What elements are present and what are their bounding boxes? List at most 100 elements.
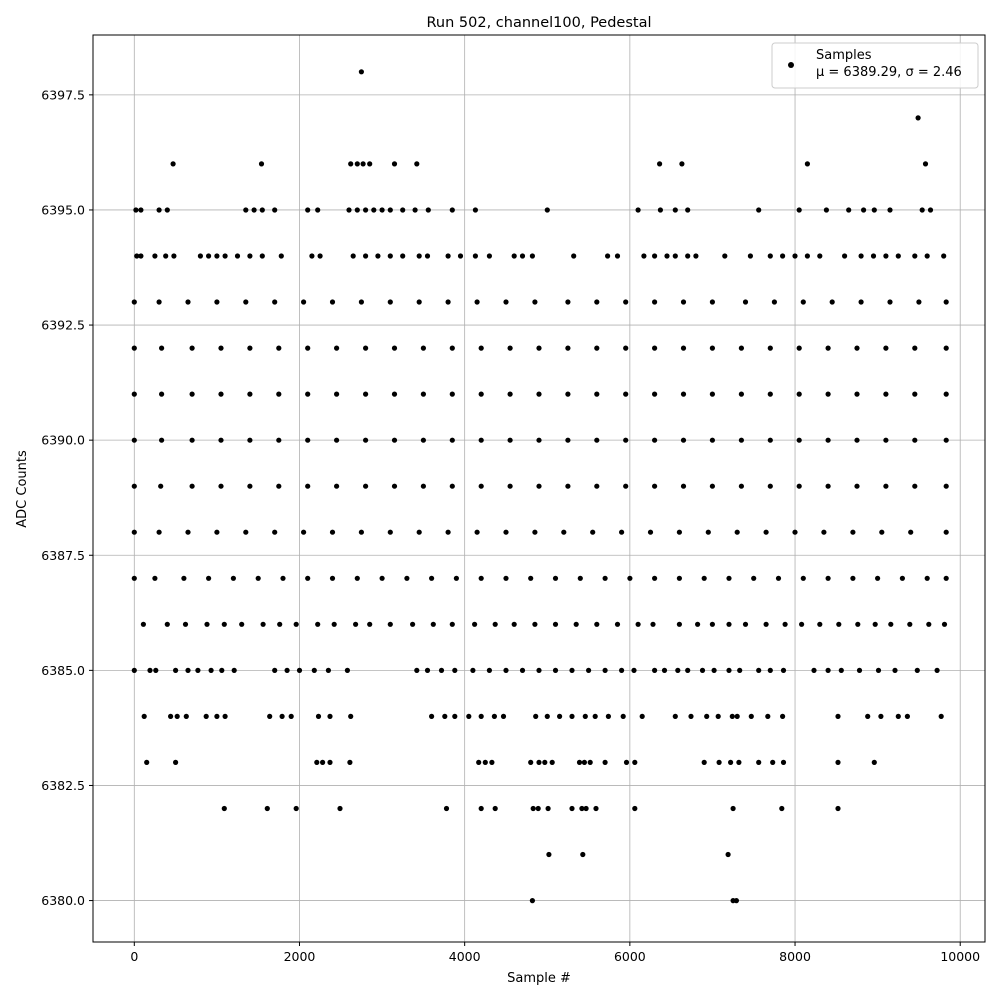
data-point [680, 345, 687, 351]
data-point [334, 483, 340, 489]
data-point [478, 437, 484, 443]
data-point [734, 529, 740, 535]
data-point [912, 345, 918, 351]
data-points [131, 69, 949, 904]
data-point [725, 851, 731, 858]
data-point [218, 483, 224, 489]
data-point [158, 483, 164, 489]
data-point [247, 437, 253, 443]
data-point [243, 299, 249, 305]
data-point [153, 667, 159, 674]
data-point [557, 713, 563, 720]
data-point [895, 713, 901, 720]
data-point [602, 759, 608, 766]
data-point [938, 713, 944, 720]
data-point [552, 575, 559, 581]
data-point [203, 713, 209, 720]
data-point [156, 207, 162, 213]
data-point [442, 713, 448, 720]
data-point [565, 391, 571, 397]
data-point [243, 207, 249, 213]
data-point [561, 529, 567, 535]
data-point [536, 759, 542, 766]
data-point [503, 667, 509, 674]
data-point [511, 621, 517, 627]
data-point [391, 437, 398, 443]
data-point [657, 207, 664, 213]
data-point [449, 621, 455, 627]
data-point [492, 805, 498, 812]
data-point [871, 207, 877, 213]
y-tick-label: 6395.0 [41, 202, 85, 217]
data-point [737, 667, 743, 674]
data-point [204, 621, 210, 627]
data-point [709, 483, 716, 489]
data-point [895, 253, 901, 259]
data-point [912, 483, 918, 489]
data-point [587, 759, 593, 766]
axis-ticks: 0 2000 4000 6000 8000 10000 6380.0 6382.5 6385.0… [41, 87, 980, 964]
data-point [836, 621, 842, 627]
data-point [387, 207, 393, 213]
data-point [478, 391, 484, 397]
data-point [348, 161, 354, 167]
data-point [924, 253, 930, 259]
data-point [825, 391, 831, 397]
x-tick-label: 4000 [449, 949, 481, 964]
data-point [652, 483, 658, 489]
data-point [580, 851, 586, 858]
data-point [350, 253, 356, 259]
data-point [449, 345, 455, 351]
data-point [887, 207, 893, 213]
data-point [792, 529, 798, 535]
data-point [941, 253, 947, 259]
data-point [924, 575, 930, 581]
data-point [131, 299, 137, 305]
data-point [926, 621, 932, 627]
data-point [140, 621, 146, 627]
data-point [301, 529, 307, 535]
data-point [912, 253, 918, 259]
data-point [916, 299, 922, 305]
data-point [565, 483, 571, 489]
data-point [170, 161, 176, 167]
data-point [800, 299, 806, 305]
data-point [796, 207, 802, 213]
data-point [449, 207, 455, 213]
data-point [360, 161, 366, 167]
data-point [478, 483, 484, 489]
data-point [726, 667, 732, 674]
data-point [742, 621, 749, 627]
data-point [652, 575, 658, 581]
y-tick-label: 6380.0 [41, 893, 85, 908]
data-point [230, 575, 236, 581]
data-point [259, 207, 265, 213]
data-point [429, 575, 435, 581]
data-point [317, 253, 323, 259]
data-point [632, 805, 638, 812]
data-point [363, 345, 369, 351]
data-point [742, 299, 749, 305]
data-point [770, 759, 776, 766]
data-point [171, 253, 177, 259]
data-point [387, 253, 393, 259]
data-point [325, 667, 331, 674]
data-point [623, 759, 630, 766]
data-point [748, 713, 754, 720]
data-point [704, 713, 710, 720]
data-point [337, 805, 343, 812]
data-point [529, 898, 536, 904]
data-point [854, 391, 860, 397]
data-point [491, 713, 497, 720]
data-point [879, 529, 885, 535]
data-point [821, 529, 827, 535]
data-point [329, 299, 336, 305]
legend-series-name: Samples [816, 48, 872, 63]
data-point [552, 667, 559, 674]
data-point [709, 621, 716, 627]
data-point [131, 483, 137, 489]
data-point [569, 667, 575, 674]
data-point [279, 713, 285, 720]
data-point [623, 391, 629, 397]
data-point [549, 759, 555, 766]
